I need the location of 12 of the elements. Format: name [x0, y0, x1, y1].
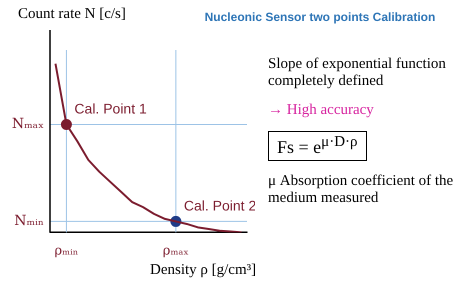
text: Fs = e$^{μ·D·ρ}$ — [268, 131, 367, 161]
text: Nucleonic Sensor two points Calibration — [204, 10, 436, 24]
text: Slope of exponential function completely defined — [268, 56, 447, 90]
annotation: Cal. Point 1 — [74, 100, 148, 116]
x-axis-title: Density ρ [g/cm³] — [150, 262, 256, 279]
x-tick-label: ρₘₐₓ — [162, 244, 189, 259]
y-axis-title: Count rate N [c/s] — [18, 6, 126, 23]
ref-line-label: Nₘᵢₙ — [14, 213, 44, 230]
text: μ Absorption coefficient of the medium measured — [268, 173, 454, 207]
ref-line-label: Nₘₐₓ — [12, 116, 44, 132]
x-tick-label: ρₘᵢₙ — [54, 244, 78, 259]
text: → High accuracy — [268, 102, 375, 119]
